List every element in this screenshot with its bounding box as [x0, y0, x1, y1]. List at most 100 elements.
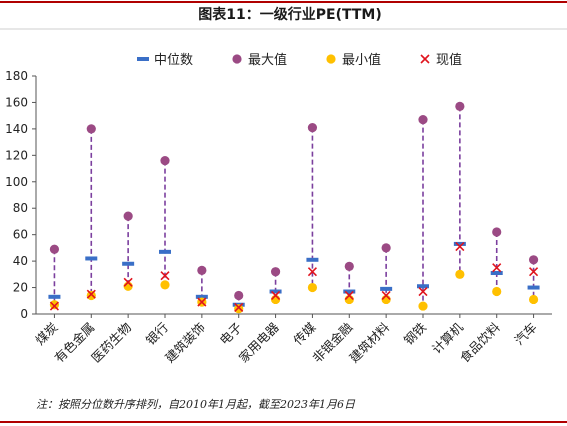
- category-group: [343, 261, 356, 305]
- min-point: [492, 286, 502, 297]
- y-tick-label: 100: [5, 175, 28, 189]
- max-point: [344, 261, 354, 271]
- current-marker: [381, 290, 391, 301]
- legend-label: 现值: [436, 52, 462, 68]
- max-point: [307, 122, 318, 133]
- category-group: [490, 227, 503, 297]
- x-category-label: 银行: [143, 320, 171, 348]
- min-point: [528, 294, 539, 305]
- median-marker: [490, 271, 503, 276]
- x-category-label: 有色金属: [51, 320, 97, 366]
- current-marker: [307, 267, 317, 277]
- max-point: [197, 265, 207, 275]
- legend-swatch-min: [326, 54, 336, 64]
- legend: 中位数 最大值 最小值 现值: [137, 52, 462, 68]
- median-marker: [159, 249, 171, 254]
- x-category-label: 建筑装饰: [162, 320, 208, 366]
- legend-item-median: 中位数: [137, 53, 193, 68]
- current-marker: [86, 289, 96, 299]
- median-marker: [453, 241, 466, 246]
- legend-label: 中位数: [154, 53, 193, 68]
- x-category-label: 汽车: [511, 320, 539, 348]
- x-category-label: 家用电器: [236, 319, 282, 365]
- category-group: [48, 244, 61, 311]
- category-group: [380, 243, 393, 305]
- min-point: [160, 280, 170, 290]
- max-point: [455, 101, 465, 112]
- max-point: [234, 290, 244, 301]
- min-point: [418, 301, 428, 311]
- category-group: [306, 122, 319, 293]
- max-point: [49, 244, 60, 254]
- category-group: [453, 101, 466, 279]
- category-group: [195, 265, 208, 307]
- y-tick-label: 120: [5, 148, 28, 162]
- category-group: [85, 124, 98, 301]
- y-tick-label: 60: [13, 228, 28, 242]
- median-marker: [122, 261, 135, 266]
- x-category-label: 传媒: [290, 319, 319, 348]
- current-marker: [455, 242, 465, 252]
- min-point: [455, 269, 465, 279]
- plot-marks: [48, 101, 540, 314]
- y-tick-label: 0: [20, 307, 28, 321]
- legend-item-min: 最小值: [326, 52, 381, 68]
- title-top-rule: [0, 1, 567, 3]
- max-point: [418, 115, 428, 125]
- max-point: [270, 267, 281, 277]
- x-category-label: 医药生物: [88, 320, 134, 366]
- current-marker: [492, 263, 502, 273]
- y-tick-label: 160: [5, 95, 28, 109]
- y-tick-label: 180: [5, 69, 28, 83]
- current-marker: [123, 277, 133, 287]
- legend-item-max: 最大值: [232, 52, 287, 68]
- current-marker: [271, 290, 281, 301]
- max-point: [160, 156, 170, 166]
- median-marker: [85, 256, 98, 261]
- y-axis: 0 20 40 60 80 100 120 140 160 180: [5, 69, 37, 321]
- min-point: [234, 304, 244, 314]
- median-marker: [380, 286, 393, 291]
- y-tick-label: 40: [13, 254, 28, 268]
- current-marker: [197, 297, 207, 307]
- legend-item-current: 现值: [420, 52, 462, 68]
- legend-swatch-max: [232, 54, 242, 64]
- category-group: [527, 255, 540, 305]
- max-point: [381, 243, 391, 253]
- footnote: 注：按照分位数升序排列，自2010年1月起，截至2023年1月6日: [36, 398, 356, 411]
- legend-label: 最小值: [342, 52, 381, 68]
- category-group: [269, 267, 282, 305]
- max-point: [528, 255, 539, 265]
- max-point: [123, 211, 133, 221]
- current-marker: [529, 267, 539, 277]
- x-category-label: 钢铁: [401, 319, 430, 348]
- median-marker: [417, 284, 429, 289]
- min-point: [307, 282, 318, 293]
- median-marker: [48, 294, 61, 299]
- y-tick-label: 20: [13, 281, 28, 295]
- median-marker: [195, 294, 208, 299]
- legend-swatch-current: [420, 54, 430, 64]
- median-marker: [343, 289, 356, 294]
- min-point: [49, 300, 60, 310]
- x-category-label: 食品饮料: [457, 319, 503, 365]
- max-point: [86, 124, 96, 134]
- x-category-label: 电子: [217, 320, 245, 348]
- median-marker: [306, 257, 319, 262]
- x-category-label: 煤炭: [32, 320, 60, 348]
- category-group: [417, 115, 429, 311]
- current-marker: [234, 302, 244, 312]
- chart-header: 图表11：一级行业PE(TTM): [0, 1, 567, 30]
- current-marker: [344, 290, 354, 301]
- min-point: [86, 290, 96, 301]
- median-marker: [269, 289, 282, 294]
- category-group: [122, 211, 135, 291]
- current-marker: [418, 286, 428, 297]
- category-group: [159, 156, 171, 290]
- chart-title: 图表11：一级行业PE(TTM): [198, 6, 381, 23]
- current-marker: [49, 301, 59, 311]
- median-marker: [527, 285, 540, 290]
- y-tick-label: 140: [5, 122, 28, 136]
